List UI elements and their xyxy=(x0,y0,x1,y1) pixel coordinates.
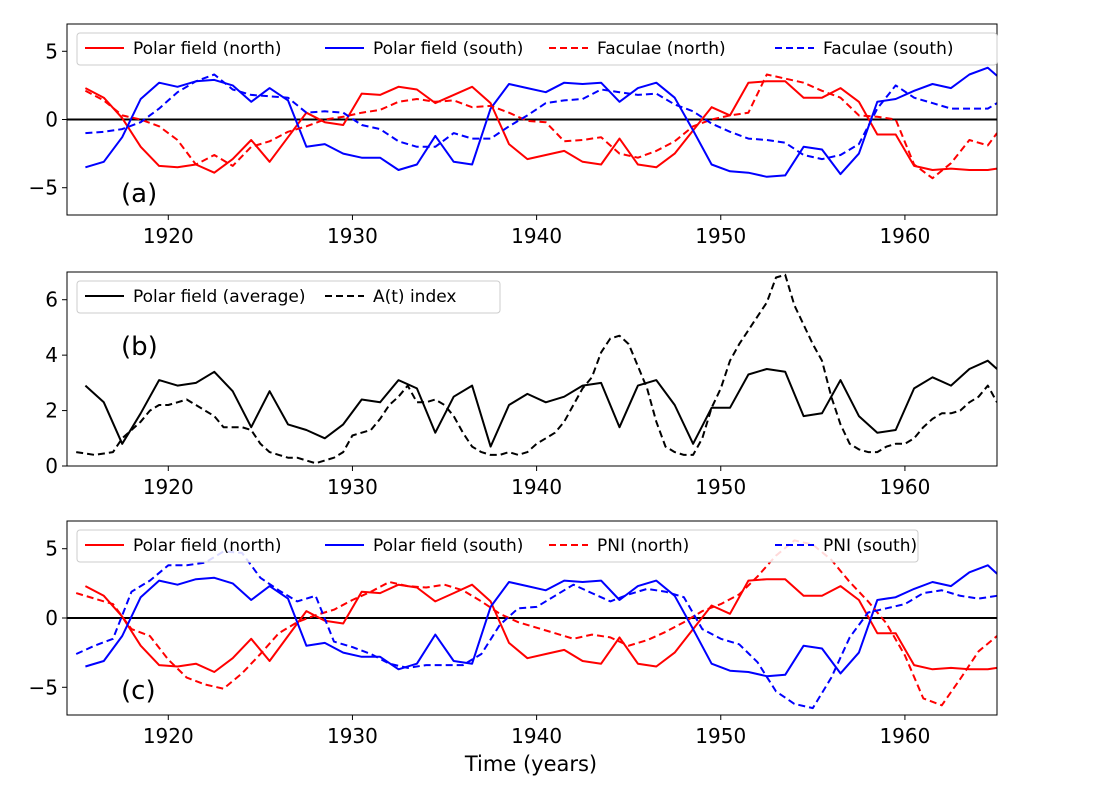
panel-2: 1920 1930 1940 1950 1960 −5 0 5 (c) Polar field (… xyxy=(29,520,998,748)
plot-area xyxy=(76,273,997,465)
legend-label: PNI (north) xyxy=(597,536,689,556)
legend-label: Polar field (average) xyxy=(133,287,306,307)
series-line-pni-north xyxy=(75,539,997,707)
y-tick-label: −5 xyxy=(29,675,58,699)
x-tick-label: 1940 xyxy=(511,475,562,499)
x-tick-label: 1940 xyxy=(511,224,562,248)
series-line-faculae-south xyxy=(85,73,997,161)
series-line-polar-field-south xyxy=(85,66,997,178)
x-tick-label: 1950 xyxy=(695,724,746,748)
series-line-polar-field-north xyxy=(84,578,997,673)
x-tick-label: 1960 xyxy=(879,724,930,748)
y-tick-label: 2 xyxy=(45,399,58,423)
x-tick-label: 1960 xyxy=(879,224,930,248)
x-tick-label: 1920 xyxy=(143,224,194,248)
y-tick-label: 4 xyxy=(45,343,58,367)
y-tick-label: 5 xyxy=(45,39,58,63)
legend-label: Polar field (north) xyxy=(133,39,282,59)
x-tick-label: 1930 xyxy=(327,475,378,499)
series-line-faculae-north xyxy=(84,73,997,180)
y-tick-label: 0 xyxy=(45,108,58,132)
series-line-a-t-index xyxy=(76,273,997,465)
axes-frame xyxy=(66,271,998,467)
legend-box xyxy=(76,32,998,66)
x-tick-label: 1930 xyxy=(327,224,378,248)
panel-label: (b) xyxy=(121,332,158,362)
x-tick-label: 1950 xyxy=(695,475,746,499)
legend: Polar field (north) Polar field (south) Fa… xyxy=(76,32,998,66)
legend-label: Faculae (north) xyxy=(597,39,726,59)
legend-box xyxy=(76,280,501,314)
panel-1: 1920 1930 1940 1950 1960 0 2 4 6 (b) Polar field (… xyxy=(45,271,998,499)
x-axis-label: Time (years) xyxy=(464,752,597,776)
x-tick-label: 1960 xyxy=(879,475,930,499)
x-tick-label: 1940 xyxy=(511,724,562,748)
x-tick-label: 1920 xyxy=(143,724,194,748)
legend-box xyxy=(76,529,919,563)
series-line-polar-field-average xyxy=(84,359,997,448)
y-tick-label: −5 xyxy=(29,176,58,200)
y-tick-label: 0 xyxy=(45,454,58,478)
plot-area xyxy=(84,66,997,180)
legend-label: Faculae (south) xyxy=(823,39,954,59)
series-line-polar-field-north xyxy=(84,80,997,174)
x-tick-label: 1950 xyxy=(695,224,746,248)
legend-label: Polar field (north) xyxy=(133,536,282,556)
legend: Polar field (average) A(t) index xyxy=(76,280,501,314)
y-tick-label: 5 xyxy=(45,537,58,561)
y-tick-label: 6 xyxy=(45,288,58,312)
y-tick-label: 0 xyxy=(45,606,58,630)
panel-label: (c) xyxy=(121,676,156,706)
series-line-polar-field-south xyxy=(85,564,997,678)
panel-0: 1920 1930 1940 1950 1960 −5 0 5 (a) Polar field (… xyxy=(29,23,998,248)
panels: 1920 1930 1940 1950 1960 −5 0 5 (a) Polar field (… xyxy=(29,23,998,748)
legend-label: Polar field (south) xyxy=(373,39,523,59)
legend: Polar field (north) Polar field (south) PN… xyxy=(76,529,919,563)
x-tick-label: 1930 xyxy=(327,724,378,748)
x-tick-label: 1920 xyxy=(143,475,194,499)
panel-label: (a) xyxy=(121,179,157,209)
legend-label: PNI (south) xyxy=(823,536,917,556)
legend-label: A(t) index xyxy=(373,287,456,307)
legend-label: Polar field (south) xyxy=(373,536,523,556)
